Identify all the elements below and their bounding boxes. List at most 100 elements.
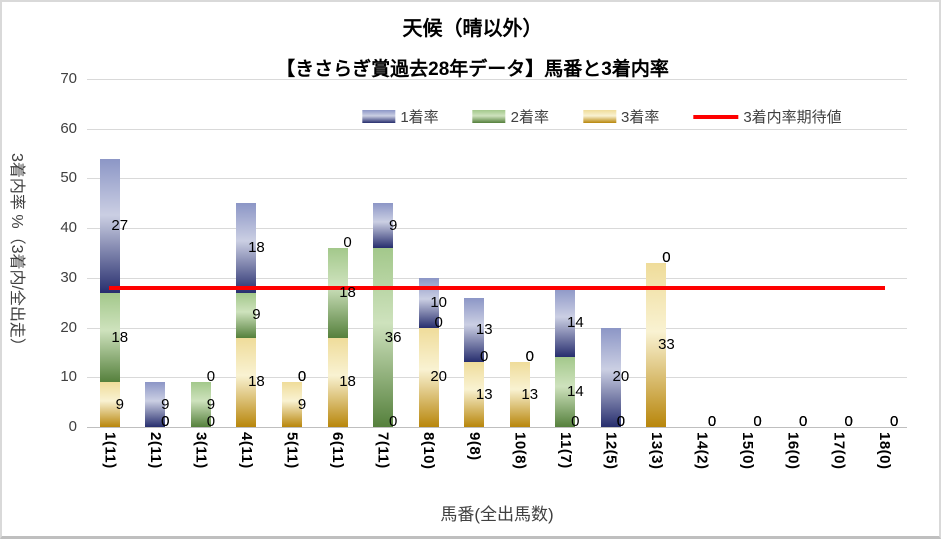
bar-value-label: 33 [658,335,675,353]
gridline [87,277,907,279]
gridline [87,327,907,329]
y-tick-label: 30 [60,268,77,286]
bar-value-label: 18 [339,373,356,391]
bar-segment-gold [99,382,120,427]
x-tick-cell: 10(8) [497,432,543,494]
bar-value-label: 0 [753,413,762,430]
x-tick-cell: 8(10) [406,432,452,494]
legend-item-second-rate: 2着率 [472,106,549,127]
bar-value-label: 0 [844,413,853,430]
bar-segment-gold [327,337,348,427]
x-tick-label: 16(0) [784,432,802,470]
gridline [87,79,907,80]
y-tick-label: 20 [60,318,77,336]
bar-value-label: 9 [206,395,216,413]
bar-value-label: 0 [798,413,808,430]
bar-value-label: 0 [662,248,671,266]
x-tick-cell: 5(11) [269,432,315,494]
bar-value-label: 0 [616,413,626,430]
chart-subtitle: 【きさらぎ賞過去28年データ】馬番と3着内率 [276,59,669,80]
legend-item-third-rate: 3着率 [583,106,659,127]
bar-segment-green [190,382,211,427]
x-tick-cell: 14(2) [679,432,725,494]
bar-segment-gold [464,362,485,427]
gridline [87,377,907,379]
chart-title: 天候（晴以外） [402,18,543,40]
x-axis-title: 馬番(全出馬数) [440,505,554,524]
green-bar-swatch-icon [472,110,506,123]
x-tick-cell: 13(3) [634,432,680,494]
bar-value-label: 20 [612,368,630,386]
gridline [87,228,907,230]
x-axis-line [87,427,907,428]
bar-value-label: 18 [248,373,265,391]
bar-segment-blue [99,158,120,293]
bar-value-label: 0 [753,413,762,430]
bar-value-label: 0 [890,413,899,430]
y-tick-label: 50 [60,169,77,187]
plot-area: 0 10 20 30 40 50 60 70 9 18 27 0 0 9 0 9 0 18 9 18 9 0 0 18 18 0 0… [60,70,907,435]
bar-segment-gold [282,382,302,427]
legend-label: 1着率 [400,109,439,126]
bar-value-label: 13 [521,385,539,403]
bar-segment-green [373,248,394,427]
bar-segment-green [327,248,348,338]
x-tick-cell: 4(11) [224,432,270,494]
bar-value-label: 0 [890,413,899,430]
red-line-swatch-icon [693,114,739,119]
bar-value-label: 0 [206,368,216,386]
bar-value-label: 0 [206,413,216,430]
x-tick-label: 11(7) [556,432,574,469]
bar-segment-blue [373,203,394,249]
y-tick-label: 0 [68,418,77,435]
bar-value-label: 0 [616,413,626,430]
x-axis-tick-labels: 1(11) 2(11) 3(11) 4(11) 5(11) 6(11) 7(11) 8(10)… [87,432,907,494]
bar-value-label: 0 [844,413,853,430]
bar-value-label: 0 [571,413,580,430]
y-axis-title: 3着内率 %（3着内/全出走） [8,152,25,354]
bar-value-label: 27 [111,216,129,234]
gridline [87,128,907,130]
legend-label: 3着率 [621,109,660,126]
x-tick-cell: 12(5) [588,432,634,494]
bar-value-label: 20 [430,368,447,386]
x-tick-label: 9(8) [465,432,483,461]
bar-segment-blue [145,382,166,427]
legend-item-first-rate: 1着率 [362,106,439,127]
x-tick-label: 5(11) [283,432,301,469]
bar-value-label: 0 [707,413,717,430]
bar-value-label: 9 [388,216,398,234]
x-tick-cell: 1(11) [87,432,133,494]
bar-value-label: 0 [297,368,307,386]
bar-value-label: 0 [388,413,398,430]
x-tick-label: 18(0) [875,432,893,470]
x-tick-label: 3(11) [192,432,210,469]
bar-value-label: 18 [339,283,356,301]
x-tick-label: 7(11) [374,432,392,469]
x-tick-cell: 16(0) [770,432,816,494]
x-tick-cell: 2(11) [133,432,179,494]
bar-value-label: 9 [252,306,261,324]
bar-value-label: 0 [844,413,853,430]
x-tick-label: 2(11) [146,432,164,469]
bar-value-label: 0 [662,248,671,266]
x-tick-label: 15(0) [739,432,757,470]
bar-value-label: 36 [384,328,402,346]
x-tick-label: 6(11) [329,432,347,469]
bar-value-label: 0 [798,413,808,430]
bar-value-label: 0 [343,234,352,252]
bar-segment-green [555,357,576,427]
y-tick-label: 40 [60,219,77,237]
bar-value-label: 0 [753,413,762,430]
x-tick-cell: 17(0) [816,432,862,494]
x-tick-cell: 18(0) [862,432,908,494]
x-tick-label: 14(2) [693,432,711,470]
legend-label: 3着内率期待値 [743,109,842,126]
x-tick-cell: 11(7) [543,432,589,494]
gridline [87,178,907,180]
x-tick-label: 13(3) [648,432,666,470]
bar-value-label: 0 [890,413,899,430]
bar-value-label: 0 [161,413,170,430]
bar-value-label: 0 [525,348,534,366]
